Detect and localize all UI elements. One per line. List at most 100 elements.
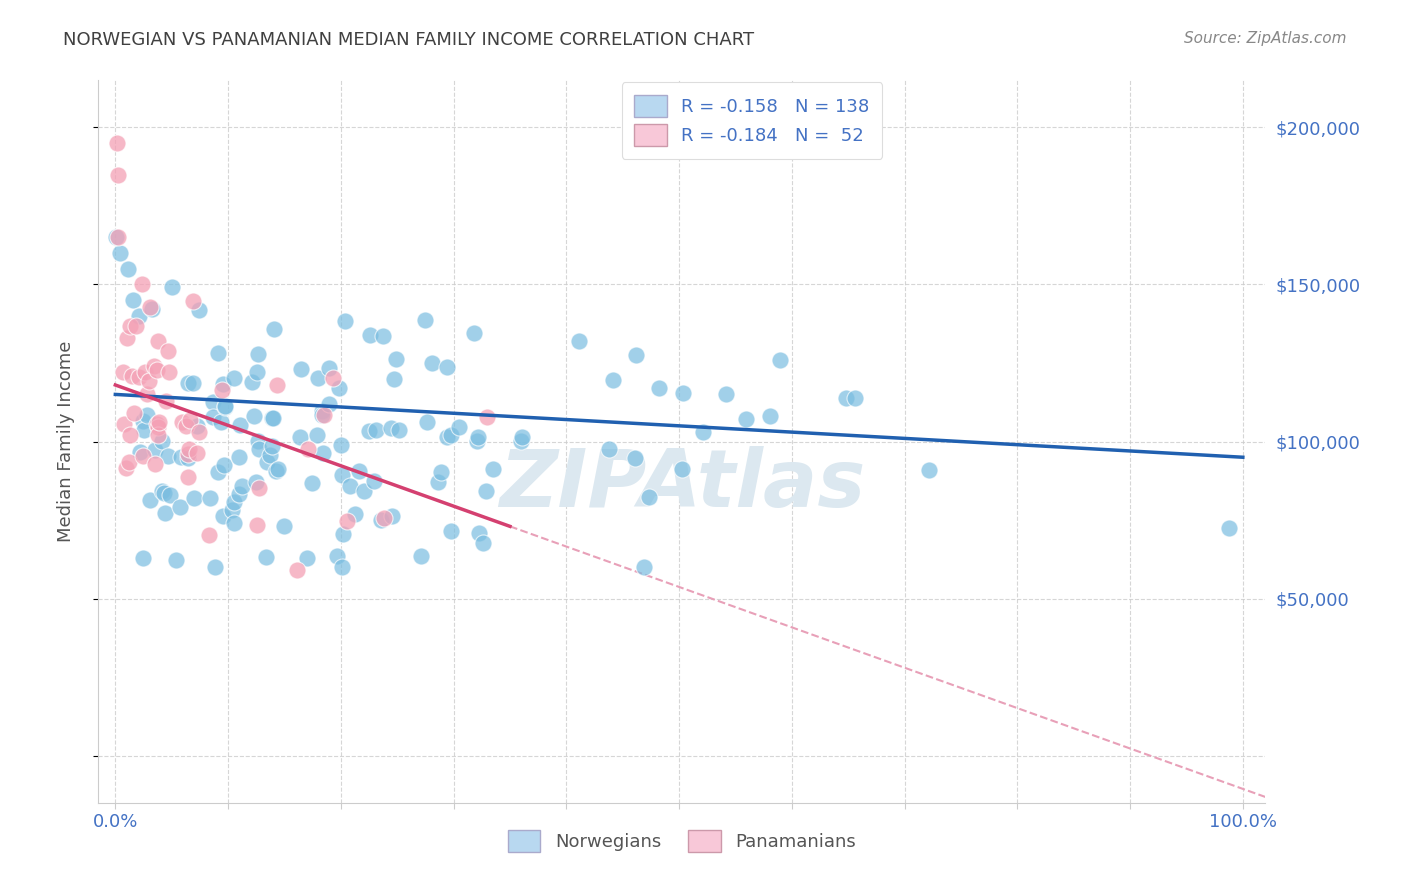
- Point: [132, 450, 155, 464]
- Point: [416, 415, 439, 429]
- Point: [204, 560, 226, 574]
- Point: [125, 319, 148, 334]
- Point: [312, 409, 335, 423]
- Point: [245, 475, 267, 489]
- Point: [177, 447, 200, 461]
- Point: [150, 483, 173, 498]
- Point: [222, 371, 245, 385]
- Point: [692, 425, 714, 439]
- Point: [148, 415, 170, 429]
- Point: [311, 408, 333, 422]
- Point: [177, 442, 200, 456]
- Point: [240, 375, 263, 389]
- Point: [132, 423, 155, 437]
- Point: [273, 518, 295, 533]
- Point: [209, 416, 232, 430]
- Point: [142, 359, 165, 373]
- Point: [211, 508, 233, 523]
- Point: [311, 404, 333, 418]
- Point: [263, 321, 285, 335]
- Point: [141, 301, 163, 316]
- Point: [183, 293, 205, 308]
- Point: [638, 490, 661, 504]
- Point: [598, 442, 620, 457]
- Point: [420, 355, 443, 369]
- Point: [146, 420, 169, 434]
- Point: [290, 361, 312, 376]
- Point: [364, 423, 387, 437]
- Point: [155, 394, 177, 409]
- Point: [262, 410, 284, 425]
- Point: [326, 549, 349, 564]
- Point: [157, 449, 180, 463]
- Point: [735, 411, 758, 425]
- Point: [413, 312, 436, 326]
- Point: [143, 443, 166, 458]
- Point: [285, 563, 308, 577]
- Point: [122, 406, 145, 420]
- Point: [264, 464, 287, 478]
- Point: [134, 365, 156, 379]
- Point: [138, 375, 160, 389]
- Point: [439, 427, 461, 442]
- Point: [359, 328, 381, 343]
- Point: [118, 455, 141, 469]
- Point: [347, 464, 370, 478]
- Point: [288, 430, 311, 444]
- Point: [169, 500, 191, 515]
- Point: [222, 495, 245, 509]
- Point: [207, 346, 229, 360]
- Point: [465, 434, 488, 449]
- Point: [295, 550, 318, 565]
- Point: [200, 491, 222, 505]
- Point: [382, 372, 405, 386]
- Point: [174, 418, 197, 433]
- Point: [917, 463, 939, 477]
- Point: [198, 528, 221, 542]
- Point: [318, 360, 340, 375]
- Point: [381, 508, 404, 523]
- Point: [844, 392, 866, 406]
- Point: [385, 351, 408, 366]
- Point: [170, 415, 193, 429]
- Point: [371, 328, 394, 343]
- Point: [231, 479, 253, 493]
- Point: [467, 526, 489, 541]
- Point: [370, 513, 392, 527]
- Y-axis label: Median Family Income: Median Family Income: [56, 341, 75, 542]
- Point: [201, 395, 224, 409]
- Point: [107, 168, 129, 182]
- Point: [332, 527, 354, 541]
- Point: [145, 363, 167, 377]
- Point: [105, 136, 128, 150]
- Point: [624, 348, 647, 362]
- Point: [759, 409, 782, 423]
- Point: [436, 430, 458, 444]
- Point: [467, 430, 489, 444]
- Point: [307, 371, 329, 385]
- Point: [247, 481, 270, 495]
- Point: [339, 479, 361, 493]
- Point: [212, 377, 235, 392]
- Point: [128, 369, 150, 384]
- Point: [146, 427, 169, 442]
- Point: [482, 462, 505, 476]
- Point: [112, 417, 135, 431]
- Point: [330, 438, 353, 452]
- Point: [131, 551, 153, 566]
- Legend: Norwegians, Panamanians: Norwegians, Panamanians: [501, 822, 863, 859]
- Point: [714, 387, 737, 401]
- Point: [363, 474, 385, 488]
- Point: [336, 514, 359, 528]
- Point: [266, 377, 288, 392]
- Point: [131, 277, 153, 291]
- Point: [426, 475, 449, 489]
- Point: [186, 446, 208, 460]
- Point: [633, 560, 655, 574]
- Text: Source: ZipAtlas.com: Source: ZipAtlas.com: [1184, 31, 1347, 46]
- Point: [118, 318, 141, 333]
- Point: [146, 417, 169, 431]
- Point: [165, 553, 187, 567]
- Point: [246, 518, 269, 533]
- Text: NORWEGIAN VS PANAMANIAN MEDIAN FAMILY INCOME CORRELATION CHART: NORWEGIAN VS PANAMANIAN MEDIAN FAMILY IN…: [63, 31, 755, 49]
